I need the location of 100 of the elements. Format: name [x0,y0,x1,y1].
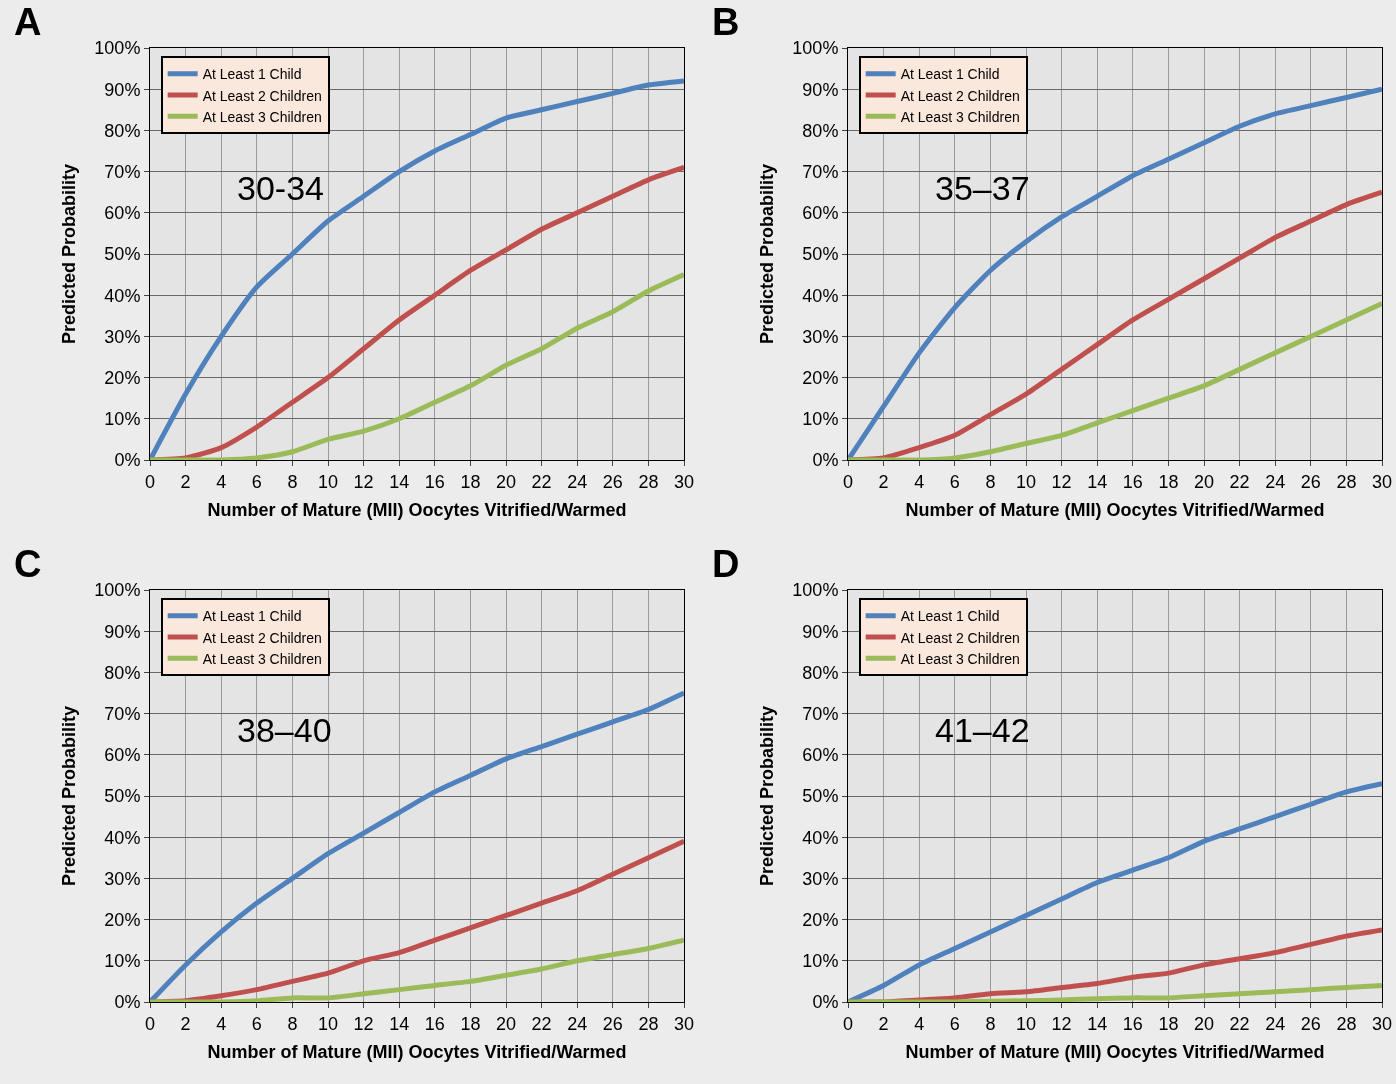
legend-label: At Least 3 Children [202,650,322,667]
y-tick-label: 10% [104,951,141,972]
y-tick-label: 30% [802,326,839,347]
y-tick-label: 70% [104,703,141,724]
x-tick-label: 18 [460,1013,481,1034]
x-tick-label: 6 [251,1013,262,1034]
y-tick-label: 10% [802,951,839,972]
chart-title: A [13,0,42,43]
y-axis-title: Predicted Probability [58,163,79,345]
x-axis-title: Number of Mature (MII) Oocytes Vitrified/Warmed [207,499,627,520]
x-tick-label: 8 [287,1013,298,1034]
y-tick-label: 70% [802,703,839,724]
x-tick-label: 6 [251,471,262,492]
x-tick-label: 12 [353,1013,374,1034]
y-tick-label: 70% [104,161,141,182]
y-tick-label: 40% [802,285,839,306]
legend-label: At Least 2 Children [900,87,1020,104]
x-tick-label: 0 [842,471,854,492]
y-tick-label: 60% [802,203,839,224]
y-tick-label: 90% [104,621,141,642]
y-tick-label: 20% [104,367,141,388]
x-tick-label: 10 [317,1013,339,1034]
x-tick-label: 4 [914,471,925,492]
y-tick-label: 20% [104,909,141,930]
x-tick-label: 28 [638,471,659,492]
x-tick-label: 30 [673,471,695,492]
x-tick-label: 14 [389,1013,410,1034]
y-tick-label: 40% [802,827,839,848]
y-axis-title: Predicted Probability [756,163,777,345]
legend-label: At Least 2 Children [900,629,1020,646]
x-tick-label: 10 [317,471,339,492]
y-tick-label: 60% [104,203,141,224]
x-tick-label: 20 [1193,1013,1215,1034]
y-tick-label: 80% [802,120,839,141]
y-tick-label: 50% [802,786,839,807]
y-tick-label: 50% [104,786,141,807]
legend-label: At Least 3 Children [900,108,1020,125]
x-axis-title: Number of Mature (MII) Oocytes Vitrified/Warmed [207,1041,627,1062]
y-axis-title: Predicted Probability [58,705,79,887]
x-tick-label: 16 [424,471,445,492]
x-tick-label: 30 [673,1013,695,1034]
x-tick-label: 14 [1087,1013,1108,1034]
x-tick-label: 30 [1371,471,1393,492]
y-tick-label: 30% [104,326,141,347]
x-tick-label: 2 [878,471,889,492]
y-tick-label: 30% [104,868,141,889]
x-tick-label: 14 [389,471,410,492]
x-tick-label: 28 [1336,1013,1357,1034]
y-tick-label: 0% [812,992,839,1013]
annotation: 41–42 [935,711,1030,749]
x-tick-label: 26 [602,471,623,492]
y-tick-label: 100% [792,580,839,601]
y-tick-label: 90% [104,79,141,100]
x-tick-label: 8 [287,471,298,492]
y-tick-label: 50% [104,244,141,265]
x-tick-label: 6 [949,1013,960,1034]
x-tick-label: 8 [985,1013,996,1034]
x-tick-label: 0 [842,1013,854,1034]
x-tick-label: 26 [1300,1013,1321,1034]
y-tick-label: 0% [114,450,141,471]
y-tick-label: 70% [802,161,839,182]
x-tick-label: 10 [1015,471,1037,492]
x-tick-label: 10 [1015,1013,1037,1034]
x-tick-label: 18 [460,471,481,492]
y-tick-label: 80% [104,120,141,141]
x-tick-label: 12 [1051,1013,1072,1034]
y-tick-label: 10% [802,409,839,430]
x-tick-label: 16 [1122,471,1143,492]
y-tick-label: 90% [802,79,839,100]
chart-title: B [711,0,740,43]
y-tick-label: 0% [114,992,141,1013]
y-tick-label: 80% [104,662,141,683]
legend-label: At Least 1 Child [202,608,302,625]
y-tick-label: 30% [802,868,839,889]
x-tick-label: 6 [949,471,960,492]
x-tick-label: 12 [1051,471,1072,492]
x-tick-label: 28 [638,1013,659,1034]
y-tick-label: 80% [802,662,839,683]
y-tick-label: 10% [104,409,141,430]
x-tick-label: 20 [1193,471,1215,492]
annotation: 35–37 [935,169,1030,207]
x-tick-label: 4 [216,1013,227,1034]
x-tick-label: 22 [1229,471,1250,492]
x-tick-label: 4 [914,1013,925,1034]
x-tick-label: 24 [567,1013,588,1034]
x-tick-label: 2 [180,471,191,492]
legend-label: At Least 1 Child [202,66,302,83]
x-tick-label: 22 [531,1013,552,1034]
x-tick-label: 24 [567,471,588,492]
x-tick-label: 4 [216,471,227,492]
x-tick-label: 22 [531,471,552,492]
annotation: 30-34 [237,169,324,207]
legend-label: At Least 3 Children [202,108,322,125]
chart-title: C [13,542,42,585]
x-tick-label: 2 [878,1013,889,1034]
x-tick-label: 16 [1122,1013,1143,1034]
y-tick-label: 50% [802,244,839,265]
y-tick-label: 100% [94,580,141,601]
x-tick-label: 26 [602,1013,623,1034]
y-tick-label: 0% [812,450,839,471]
